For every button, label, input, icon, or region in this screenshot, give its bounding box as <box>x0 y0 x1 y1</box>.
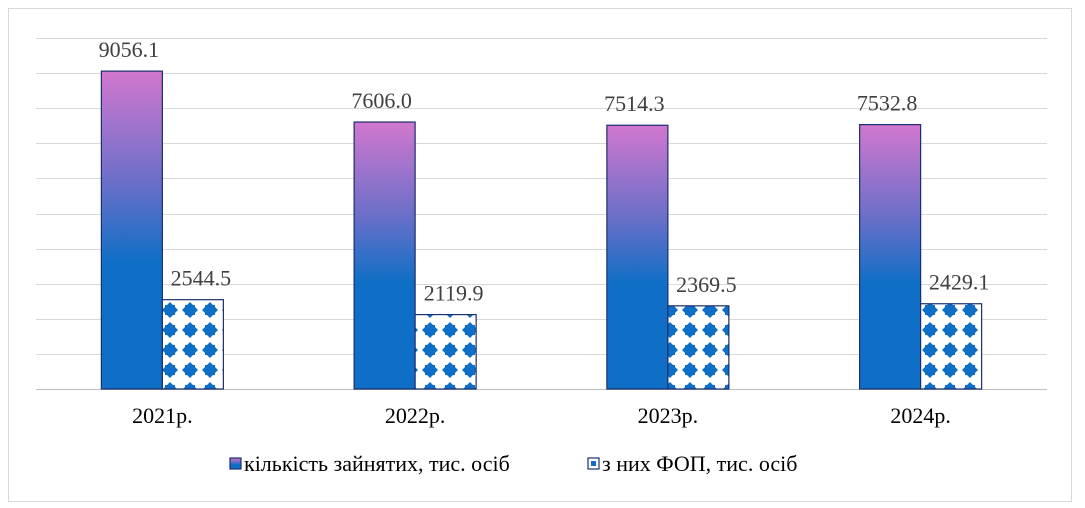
data-label: 7532.8 <box>857 91 918 116</box>
data-label: 9056.1 <box>99 37 160 62</box>
legend-label: з них ФОП, тис. осіб <box>602 451 797 476</box>
x-tick-label: 2022р. <box>385 403 446 428</box>
legend-swatch <box>229 457 242 470</box>
data-label: 2429.1 <box>929 270 990 295</box>
x-tick-label: 2024р. <box>890 403 951 428</box>
data-label: 2119.9 <box>424 281 484 306</box>
data-label: 7514.3 <box>604 91 665 116</box>
bars <box>100 70 983 390</box>
bar-employed <box>100 70 163 390</box>
data-labels: 9056.1 2544.5 7606.0 2119.9 7514.3 2369.5 7532… <box>99 37 990 305</box>
bar-employed <box>859 123 922 390</box>
bar-fop <box>667 305 730 390</box>
bar-employed <box>353 121 416 390</box>
data-label: 2544.5 <box>171 266 232 291</box>
x-tick-label: 2023р. <box>638 403 699 428</box>
bar-employed <box>606 124 669 390</box>
x-tick-label: 2021р. <box>132 403 193 428</box>
data-label: 7606.0 <box>351 88 412 113</box>
legend-swatch-mark <box>591 461 596 466</box>
data-label: 2369.5 <box>676 272 737 297</box>
legend: кількість зайнятих, тис. осіб з них ФОП, … <box>229 451 797 476</box>
x-axis-ticks: 2021р. 2022р. 2023р. 2024р. <box>132 403 951 428</box>
bar-fop <box>161 299 224 390</box>
legend-label: кількість зайнятих, тис. осіб <box>244 451 510 476</box>
bar-fop <box>920 303 983 390</box>
bar-fop <box>414 313 477 390</box>
